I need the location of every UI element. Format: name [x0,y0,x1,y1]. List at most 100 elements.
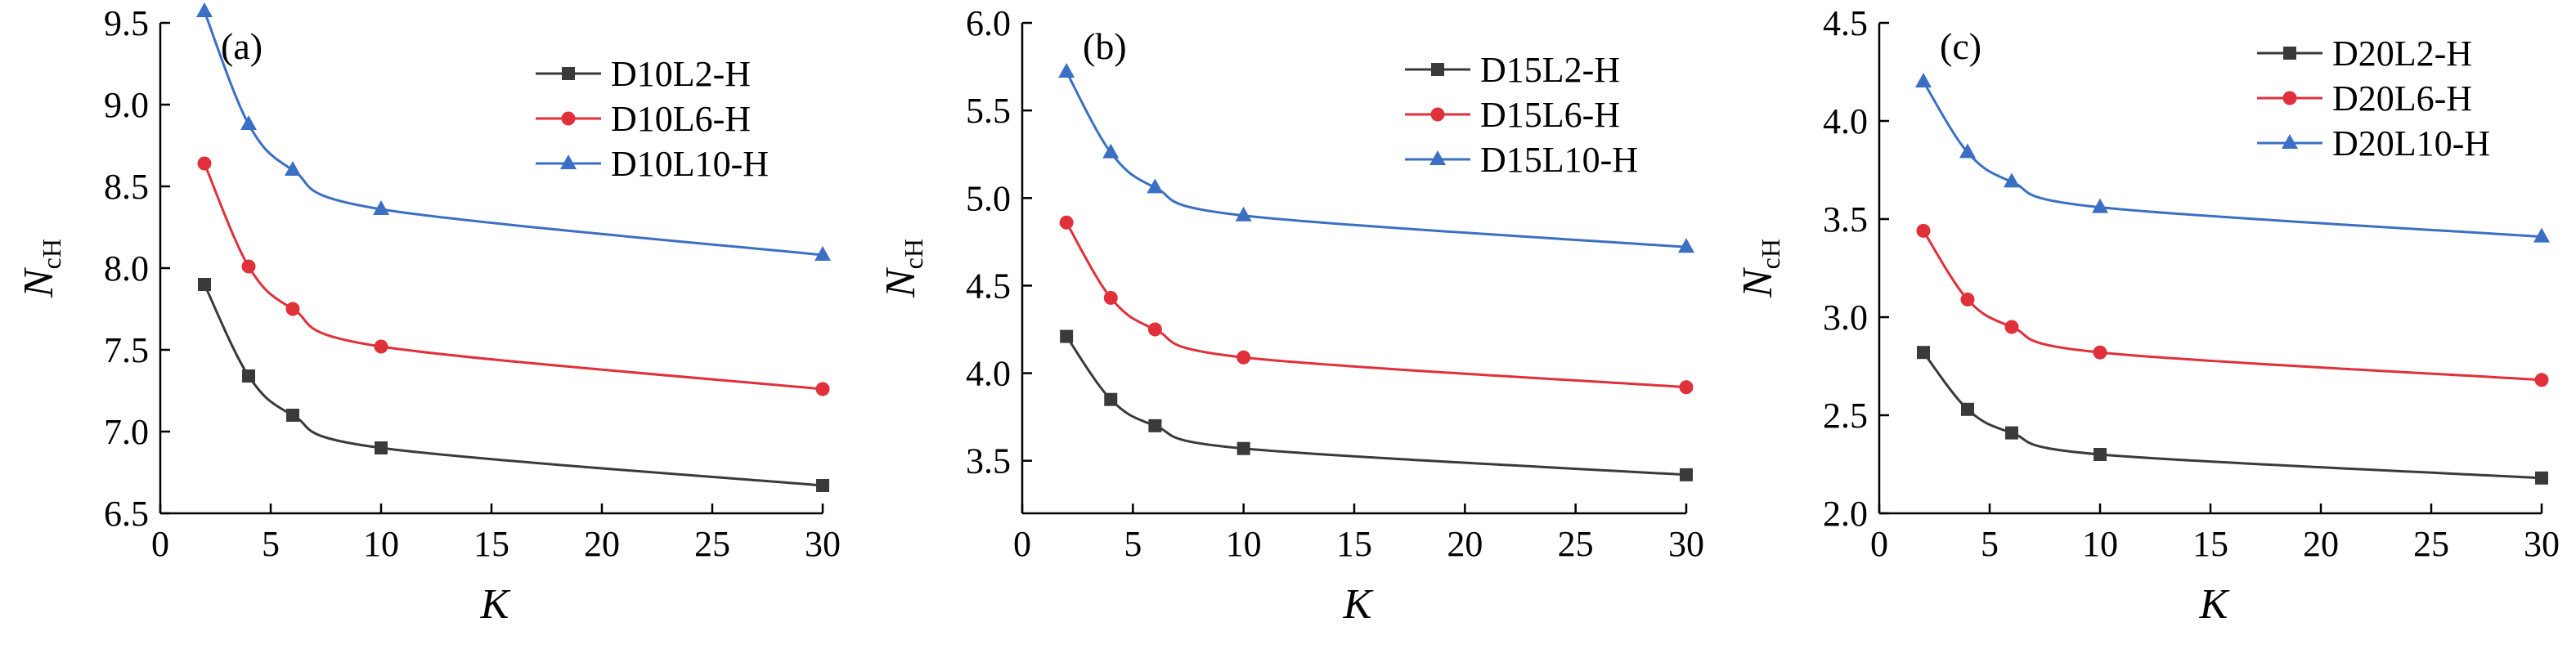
data-point [1236,441,1250,455]
data-point [815,382,830,396]
legend-marker [560,154,577,169]
x-axis-title: K [2199,581,2230,628]
data-point [1104,392,1118,406]
y-tick-label: 7.5 [104,330,149,370]
legend-label: D10L2-H [611,54,751,94]
legend-marker [561,111,576,126]
y-tick-label: 3.0 [1823,298,1868,338]
legend-label: D20L6-H [2332,78,2472,119]
y-tick-label: 5.0 [966,178,1011,218]
legend-marker [2283,47,2296,60]
data-point [196,2,213,17]
y-axis-title: NcH [877,239,928,298]
panel-label: (b) [1083,25,1127,67]
legend-label: D15L10-H [1480,140,1638,180]
data-point [1059,215,1074,230]
legend-label: D10L10-H [611,144,769,184]
series-line [1065,335,1687,477]
legend-label: D10L6-H [611,99,751,139]
data-point [1680,468,1693,481]
data-point [1236,350,1251,365]
legend-entry: D20L6-H [2257,78,2472,119]
legend-marker [1431,63,1444,76]
x-axis-title: K [480,581,511,628]
legend-marker [2282,91,2297,105]
data-point [2535,471,2548,485]
y-tick-label: 7.0 [104,412,149,452]
chart-panel-1: 0 5 10 15 20 25 30 6.5 7.0 7.5 8.0 8.5 9.0 9.5 K NcH (a)… [16,2,841,628]
data-point [197,156,212,171]
y-tick-label: 9.0 [104,85,149,125]
data-point [1147,322,1162,337]
panel-label: (c) [1940,25,1981,67]
data-point [1679,380,1694,395]
data-point [1058,63,1075,78]
data-point [2005,426,2018,440]
x-tick-label: 20 [2303,524,2339,564]
legend-entry: D10L6-H [536,99,751,139]
data-point [241,259,256,274]
data-point [1917,346,1930,360]
series-D20L6-H [1916,223,2549,387]
y-tick-label: 3.5 [966,441,1011,481]
data-point [1060,329,1074,343]
data-point [2004,320,2019,334]
data-point [1148,418,1162,432]
series-line [1065,222,1687,389]
chart-panel-3: 0 5 10 15 20 25 30 2.0 2.5 3.0 3.5 4.0 4.5 K NcH (c) D20… [1735,3,2560,628]
data-point [1678,238,1694,253]
x-tick-label: 20 [1447,524,1483,564]
legend-marker [1430,107,1445,122]
x-tick-label: 10 [363,524,399,564]
data-point [1961,402,1974,416]
x-tick-label: 30 [805,524,841,564]
series-D10L2-H [198,278,829,492]
data-point [2092,198,2108,213]
data-point [1147,178,1164,194]
x-tick-label: 5 [262,524,280,564]
x-tick-label: 25 [694,524,730,564]
legend-entry: D20L2-H [2257,34,2472,74]
data-point [242,369,255,383]
series-line [203,11,824,257]
y-tick-label: 4.0 [966,354,1011,394]
series-D10L6-H [197,156,830,396]
y-tick-label: 3.5 [1823,199,1868,239]
y-axis-title: NcH [16,239,66,298]
data-point [1915,73,1932,87]
data-point [2004,172,2020,188]
legend-entry: D10L10-H [536,144,769,184]
series-D10L10-H [196,2,831,261]
x-tick-label: 30 [2524,524,2560,564]
legend-label: D15L6-H [1480,95,1620,135]
x-tick-label: 0 [1870,524,1888,564]
data-point [373,200,389,215]
y-tick-label: 8.0 [104,248,149,289]
y-tick-label: 2.0 [1823,494,1868,534]
legend-entry: D15L2-H [1405,50,1620,90]
series-line [203,284,824,487]
data-point [1103,290,1118,305]
y-tick-label: 6.5 [104,494,149,534]
chart-panel-2: 0 5 10 15 20 25 30 3.5 4.0 4.5 5.0 5.5 6.0 K NcH (b) D15… [877,3,1704,628]
x-axis-title: K [1343,581,1374,628]
y-tick-label: 9.5 [104,3,149,43]
series-D15L2-H [1060,329,1693,481]
data-point [285,161,301,176]
data-point [1960,292,1975,307]
data-point [1916,223,1931,238]
data-point [2533,227,2550,243]
data-point [198,278,211,291]
x-tick-label: 15 [473,524,509,564]
data-point [1235,206,1252,222]
x-tick-label: 30 [1668,524,1704,564]
series-D15L10-H [1058,63,1694,253]
legend-label: D15L2-H [1480,50,1620,90]
x-tick-label: 5 [1124,524,1142,564]
legend-entry: D15L10-H [1405,140,1638,180]
y-axis-title: NcH [1735,239,1785,298]
data-point [2093,345,2107,360]
y-tick-label: 4.0 [1823,101,1868,141]
data-point [815,246,831,261]
